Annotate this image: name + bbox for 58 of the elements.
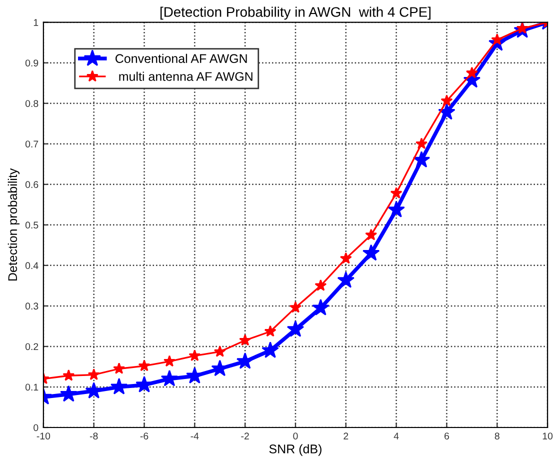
point [362, 244, 380, 261]
point [113, 362, 126, 374]
point [390, 187, 402, 198]
point [239, 334, 252, 346]
point [466, 66, 478, 78]
x-tick-label: -4 [190, 432, 199, 440]
y-tick-label: 0.4 [25, 262, 38, 270]
point [188, 350, 201, 361]
x-tick-label: 10 [542, 432, 553, 440]
point [412, 151, 430, 168]
y-tick-label: 0.1 [25, 384, 38, 391]
point [365, 228, 378, 240]
point [262, 341, 279, 358]
legend-label: Conventional AF AWGN [116, 54, 247, 64]
point [60, 385, 78, 402]
point [286, 320, 304, 337]
y-tick-label: 0 [34, 424, 38, 432]
y-tick-label: 1 [34, 19, 38, 26]
point [438, 103, 456, 120]
chart-title: [Detection Probability in AWGN with 4 CPE] [160, 6, 430, 20]
y-tick-label: 0.9 [25, 60, 38, 66]
point [340, 252, 352, 264]
point [314, 279, 327, 291]
x-tick-label: 8 [494, 432, 500, 440]
x-tick-label: 4 [394, 432, 399, 440]
point [416, 138, 428, 150]
point [516, 22, 528, 34]
y-tick-label: 0.3 [25, 302, 38, 310]
point [85, 382, 102, 398]
point [236, 352, 254, 369]
point [160, 370, 178, 386]
y-tick-label: 0.2 [25, 343, 38, 350]
point [88, 368, 100, 380]
point [110, 378, 128, 394]
x-tick-label: 6 [444, 432, 449, 440]
x-tick-label: -2 [241, 432, 249, 440]
x-tick-label: -6 [140, 432, 148, 440]
point [138, 360, 150, 372]
x-tick-label: 0 [293, 432, 298, 440]
point [163, 355, 176, 367]
y-tick-label: 0.7 [25, 140, 38, 148]
point [337, 271, 355, 288]
point [214, 345, 226, 357]
y-axis-title: Detection probability [8, 168, 20, 281]
x-tick-label: -10 [36, 432, 50, 440]
point [62, 369, 75, 381]
point [264, 325, 276, 337]
point [312, 298, 330, 316]
point [290, 301, 302, 313]
legend-label: multi antenna AF AWGN [119, 72, 252, 81]
x-tick-label: 2 [344, 432, 348, 440]
y-tick-label: 0.6 [25, 181, 38, 188]
x-tick-label: -8 [90, 432, 98, 440]
y-tick-label: 0.8 [25, 100, 38, 107]
point [440, 94, 453, 106]
x-axis-title: SNR (dB) [269, 444, 322, 456]
point [388, 200, 405, 218]
y-tick-label: 0.5 [25, 222, 38, 229]
